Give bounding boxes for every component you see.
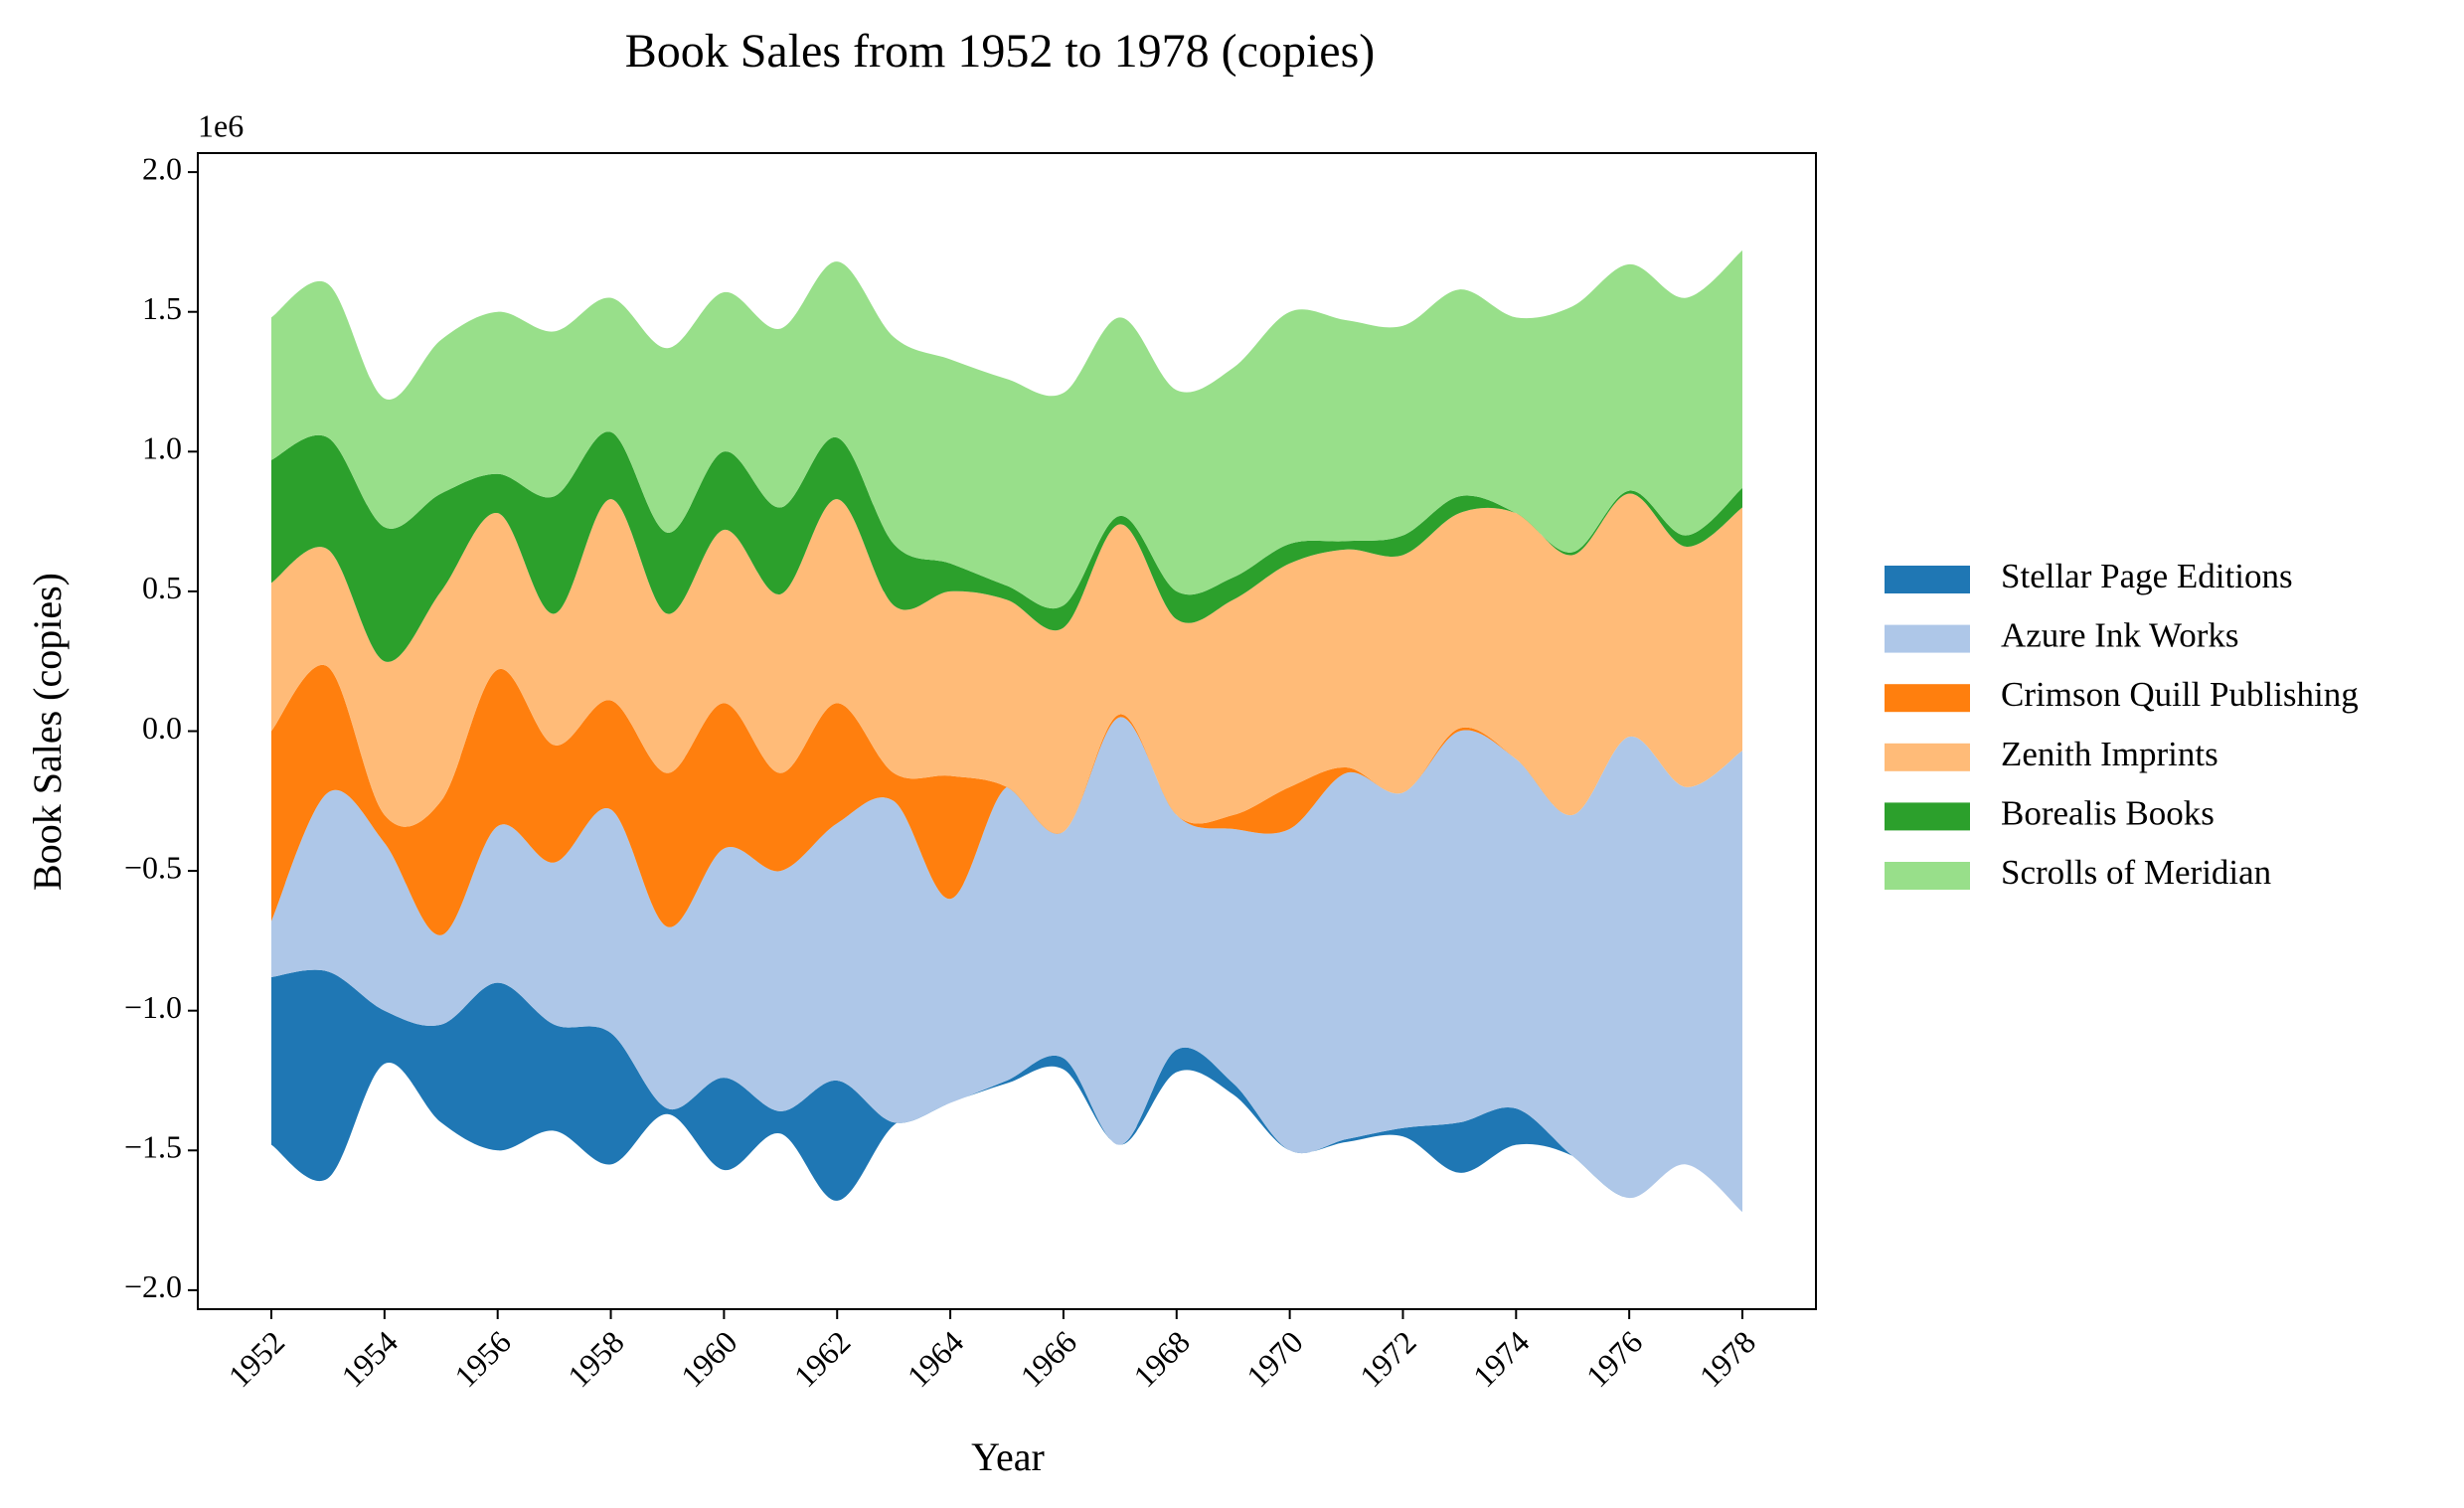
y-tick-label: −0.5	[124, 849, 182, 885]
y-offset-label: 1e6	[198, 107, 244, 143]
chart-title: Book Sales from 1952 to 1978 (copies)	[625, 25, 1376, 78]
legend-label: Crimson Quill Publishing	[2001, 675, 2359, 714]
legend-swatch	[1885, 802, 1970, 831]
y-tick-label: −1.5	[124, 1129, 182, 1165]
y-tick-label: −1.0	[124, 989, 182, 1025]
y-tick-label: 0.0	[142, 710, 182, 746]
y-tick-label: 1.5	[142, 290, 182, 326]
y-tick-label: 0.5	[142, 570, 182, 605]
legend-label: Scrolls of Meridian	[2001, 853, 2271, 892]
legend: Stellar Page Editions Azure Ink Works Crim…	[1885, 557, 2359, 892]
stream-area	[271, 493, 1742, 834]
legend-label: Stellar Page Editions	[2001, 557, 2293, 595]
legend-swatch	[1885, 566, 1970, 593]
legend-swatch	[1885, 684, 1970, 713]
y-axis-label: Book Sales (copies)	[25, 573, 70, 891]
legend-label: Borealis Books	[2001, 793, 2215, 832]
legend-swatch	[1885, 862, 1970, 890]
legend-label: Azure Ink Works	[2001, 616, 2239, 655]
stream-area	[271, 969, 1742, 1213]
legend-swatch	[1885, 624, 1970, 653]
y-tick-label: 1.0	[142, 430, 182, 466]
y-tick-label: −2.0	[124, 1268, 182, 1304]
stream-area	[271, 664, 1742, 935]
y-tick-label: 2.0	[142, 150, 182, 186]
legend-swatch	[1885, 743, 1970, 771]
x-axis-label: Year	[971, 1434, 1045, 1479]
stream-area	[271, 431, 1742, 662]
stream-area	[271, 717, 1742, 1213]
legend-label: Zenith Imprints	[2001, 735, 2218, 773]
stream-area	[271, 250, 1742, 609]
